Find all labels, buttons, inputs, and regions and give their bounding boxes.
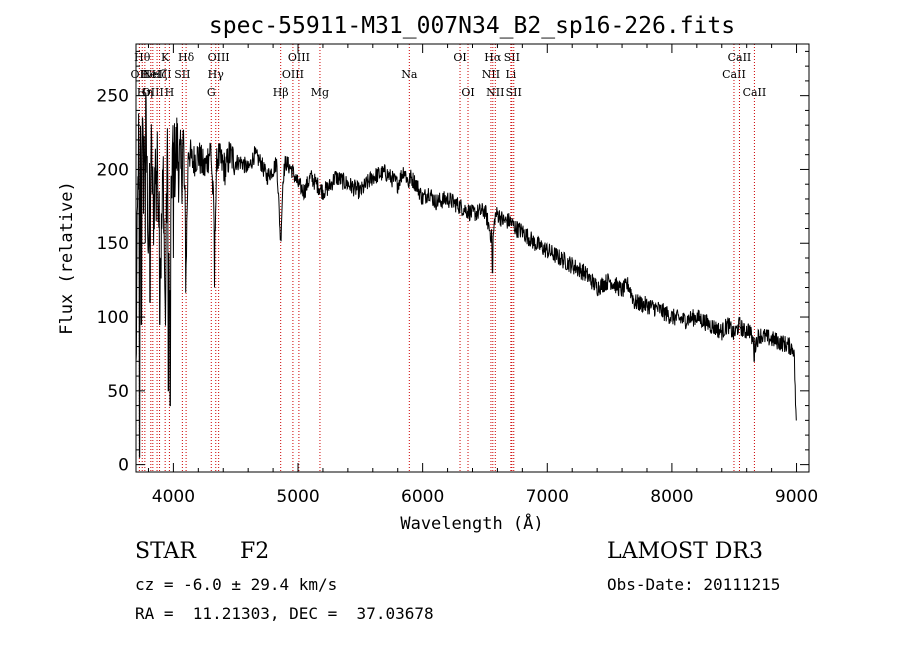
line-label-21: NII [482,68,500,81]
y-tick-label-1: 50 [107,382,129,402]
line-label-8: H [165,86,175,99]
chart-title: spec-55911-M31_007N34_B2_sp16-226.fits [209,13,735,39]
redshift-text: cz = -6.0 ± 29.4 km/s [135,575,338,594]
line-label-4: OIII [142,86,164,99]
line-label-3: HeI [141,68,161,81]
y-tick-label-0: 0 [118,456,129,476]
obs-date: Obs-Date: 20111215 [607,575,781,594]
line-label-16: OIII [288,51,310,64]
line-label-13: OIII [208,51,230,64]
line-label-6: Hζ [152,68,168,81]
x-tick-label-5: 9000 [775,487,818,507]
line-label-5: NeIII [142,68,171,81]
line-label-7: K [161,51,170,64]
line-label-19: OI [453,51,466,64]
line-label-25: SII [504,51,520,64]
spectrum-plot: spec-55911-M31_007N34_B2_sp16-226.fits O… [57,13,818,534]
y-tick-label-2: 100 [97,308,129,328]
line-label-27: CaII [722,68,746,81]
axes: 4000 5000 6000 7000 8000 9000 0 50 100 150 200 250 [97,44,818,507]
line-label-10: Hδ [178,51,195,64]
survey-name: LAMOST DR3 [607,539,763,564]
plot-frame [135,43,810,473]
line-label-12: Hγ [208,68,225,81]
subclass: F2 [240,539,270,564]
y-axis-label: Flux (relative) [57,181,77,335]
x-tick-label-2: 6000 [401,487,444,507]
line-label-17: Mg [311,86,329,99]
object-class: STAR [135,539,196,564]
line-label-20: OI [461,86,474,99]
spectrum-series [135,92,797,458]
line-label-29: CaII [743,86,767,99]
x-tick-label-1: 5000 [276,487,319,507]
line-label-18: Na [401,68,418,81]
line-label-15: OIII [282,68,304,81]
line-label-24: Li [505,68,516,81]
line-label-14: Hβ [273,86,289,99]
y-tick-label-5: 250 [97,87,129,107]
coordinates: RA = 11.21303, DEC = 37.03678 [135,604,434,623]
line-label-9: SII [174,68,190,81]
spectrum-line [135,92,797,458]
x-tick-label-3: 7000 [526,487,569,507]
line-label-26: SII [506,86,522,99]
x-axis-label: Wavelength (Å) [400,512,543,534]
x-tick-label-4: 8000 [650,487,693,507]
y-tick-label-3: 150 [97,234,129,254]
line-label-0: OII [131,68,149,81]
y-tick-label-4: 200 [97,160,129,180]
line-label-22: Hα [484,51,502,64]
line-label-28: CaII [728,51,752,64]
line-label-23: NII [486,86,504,99]
x-tick-label-0: 4000 [152,487,195,507]
emission-lines: OIIHθHηHeIOIIINeIIIHζKHSIIHδGHγOIIIHβOII… [131,44,767,472]
line-label-1: Hθ [134,51,151,64]
line-label-11: G [207,86,216,99]
